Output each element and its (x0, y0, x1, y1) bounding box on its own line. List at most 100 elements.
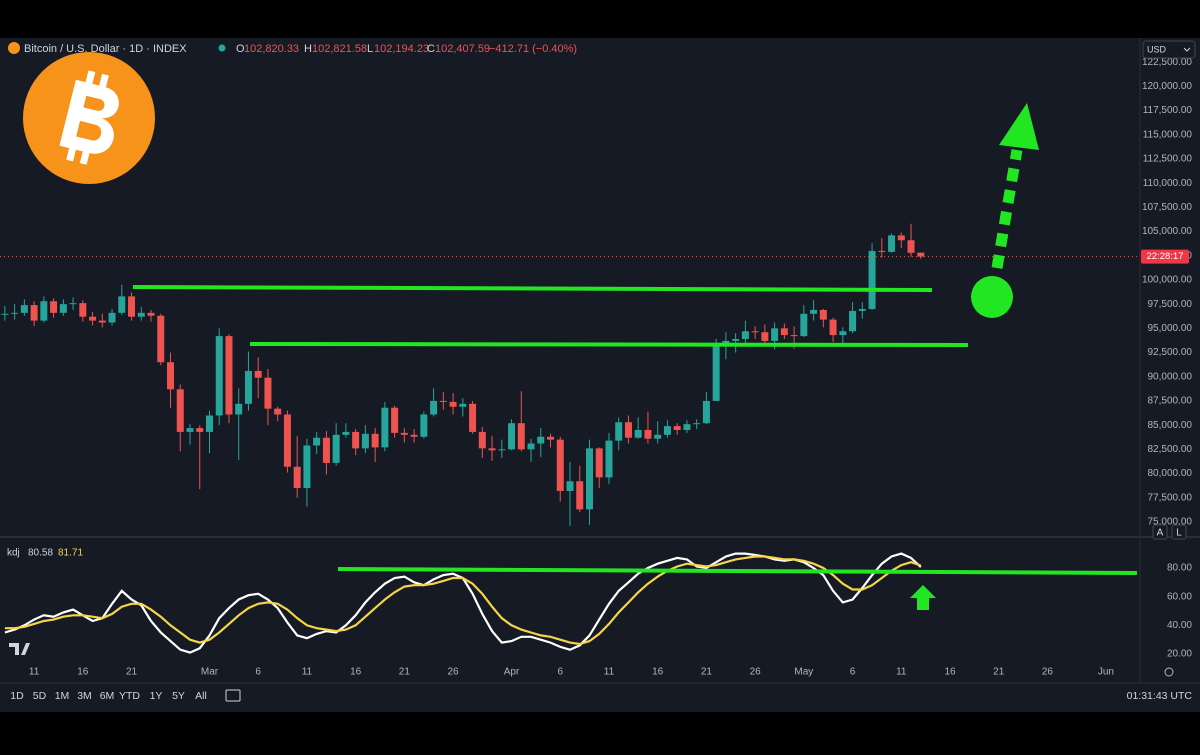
candle-body (430, 400, 438, 415)
tv-logo (9, 643, 30, 655)
y-tick-label: 75,000.00 (1148, 517, 1193, 528)
arrow-head (999, 103, 1039, 150)
candle-body (595, 448, 603, 478)
x-tick-label: Jun (1098, 667, 1114, 678)
x-tick-label: 26 (448, 667, 460, 678)
range-button[interactable]: 1Y (150, 690, 163, 702)
x-tick-label: 16 (944, 667, 956, 678)
y-tick-label: 100,000.00 (1142, 275, 1192, 286)
candle-body (810, 309, 818, 314)
range-button[interactable]: 3M (77, 690, 92, 702)
candle-body (517, 423, 525, 450)
candle-body (420, 414, 428, 437)
candle-body (732, 338, 740, 341)
candle-body (605, 440, 613, 478)
x-tick-label: 21 (399, 667, 411, 678)
y-tick-label: 60.00 (1167, 591, 1192, 602)
x-tick-label: 6 (557, 667, 563, 678)
x-tick-label: 11 (29, 667, 40, 678)
candle-body (644, 429, 652, 439)
x-tick-label: 11 (604, 667, 615, 678)
candle-body (313, 437, 321, 446)
candle-body (488, 448, 496, 451)
dotted-arrow (991, 149, 1023, 269)
candle-body (167, 362, 175, 390)
candle-body (800, 313, 808, 337)
c-label: C (427, 43, 435, 55)
resistance-line (132, 285, 933, 292)
candle-body (352, 431, 360, 449)
x-tick-label: 21 (126, 667, 138, 678)
candle-body (186, 428, 194, 432)
candle-body (147, 312, 155, 316)
currency[interactable]: USD (1147, 44, 1167, 54)
candle-body (780, 328, 788, 336)
range-button[interactable]: 1M (55, 690, 70, 702)
candle-body (98, 320, 106, 323)
currency-button[interactable] (1142, 40, 1196, 59)
auto-button[interactable] (1152, 524, 1168, 540)
range-button[interactable]: 5D (33, 690, 47, 702)
candle-body (391, 407, 399, 433)
settings-icon[interactable] (1164, 667, 1174, 677)
kdj-level-line (337, 567, 1138, 575)
candle-body (888, 235, 896, 252)
d-value: 81.71 (58, 548, 83, 559)
candle-body (761, 332, 769, 341)
range-button[interactable]: 6M (100, 690, 115, 702)
candle-body (371, 433, 379, 448)
y-tick-label: 87,500.00 (1148, 396, 1193, 407)
candle-body (50, 301, 58, 313)
candle-body (693, 423, 701, 425)
candle-body (11, 312, 19, 314)
candle-body (829, 319, 837, 336)
y-tick-label: 115,000.00 (1143, 129, 1193, 140)
y-tick-label: 97,500.00 (1148, 299, 1193, 310)
candle-body (283, 414, 291, 467)
marks: 75,000.00 77,500.00 80,000.00 82,500.00 85,0… (0, 57, 1192, 678)
candle-body (897, 235, 905, 241)
candle-body (205, 415, 213, 432)
candle-body (819, 309, 827, 320)
candle-body (566, 481, 574, 491)
candle-body (469, 403, 477, 432)
log-button[interactable] (1171, 524, 1187, 540)
x-tick-label: 16 (77, 667, 89, 678)
x-tick-label: 16 (652, 667, 664, 678)
candle-body (342, 431, 350, 435)
candle-body (20, 305, 28, 313)
candle-body (381, 407, 389, 448)
x-tick-label: 16 (350, 667, 362, 678)
candle-body (293, 466, 301, 489)
range-button[interactable]: 5Y (172, 690, 185, 702)
x-tick-label: 21 (993, 667, 1005, 678)
y-tick-label: 110,000.00 (1143, 178, 1193, 189)
change-value: −412.71 (−0.40%) (489, 43, 577, 55)
log-label[interactable]: L (1176, 528, 1182, 539)
candle-body (683, 424, 691, 430)
candle-body (118, 296, 126, 313)
x-tick-label: 6 (255, 667, 261, 678)
symbol-title: Bitcoin / U.S. Dollar · 1D · INDEX (24, 43, 187, 55)
candle-body (322, 437, 330, 463)
candle-body (215, 336, 223, 416)
x-tick-label: Apr (504, 667, 520, 678)
candle-body (624, 422, 632, 438)
candle-body (498, 449, 506, 451)
calendar-icon[interactable] (225, 689, 241, 702)
range-button[interactable]: All (195, 690, 207, 702)
range-button[interactable]: YTD (119, 690, 140, 702)
range-button[interactable]: 1D (10, 690, 24, 702)
auto-label[interactable]: A (1157, 528, 1164, 539)
candle-body (1, 313, 9, 315)
clock: 01:31:43 UTC (1127, 690, 1193, 702)
high-value: 102,821.58 (312, 43, 367, 55)
low-value: 102,194.23 (374, 43, 429, 55)
candle-body (449, 401, 457, 407)
candle-body (751, 331, 759, 333)
candle-body (478, 431, 486, 449)
toolbar: 1D 5D 1M 3M 6M YTD 1Y 5Y All (10, 690, 207, 702)
candle-body (30, 305, 38, 321)
support-line (249, 342, 969, 347)
candle-body (69, 303, 77, 305)
